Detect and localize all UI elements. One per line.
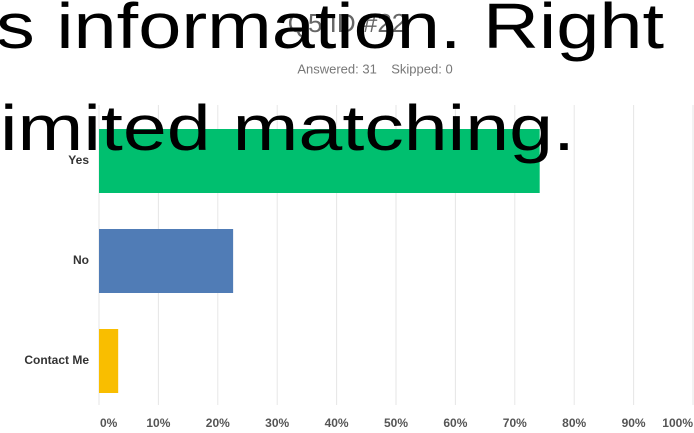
category-label: Contact Me — [24, 353, 89, 367]
x-tick-label: 30% — [265, 416, 289, 430]
bar — [99, 229, 234, 293]
overlay-text: imited matching. — [0, 92, 575, 164]
x-tick-label: 0% — [100, 416, 118, 430]
x-tick-label: 50% — [384, 416, 408, 430]
x-tick-label: 90% — [622, 416, 646, 430]
bar — [99, 129, 540, 193]
x-tick-label: 100% — [662, 416, 693, 430]
x-tick-label: 60% — [443, 416, 467, 430]
x-tick-label: 70% — [503, 416, 527, 430]
x-tick-label: 40% — [325, 416, 349, 430]
category-label: No — [73, 253, 89, 267]
x-tick-label: 10% — [146, 416, 170, 430]
category-label: Yes — [68, 153, 89, 167]
bar — [99, 329, 119, 393]
chart-title: Q5 ID #22 — [288, 8, 407, 38]
x-tick-label: 20% — [206, 416, 230, 430]
x-tick-label: 80% — [562, 416, 586, 430]
chart-subtitle: Answered: 31 Skipped: 0 — [297, 61, 452, 76]
overlay-text: s information. Right — [0, 0, 664, 62]
